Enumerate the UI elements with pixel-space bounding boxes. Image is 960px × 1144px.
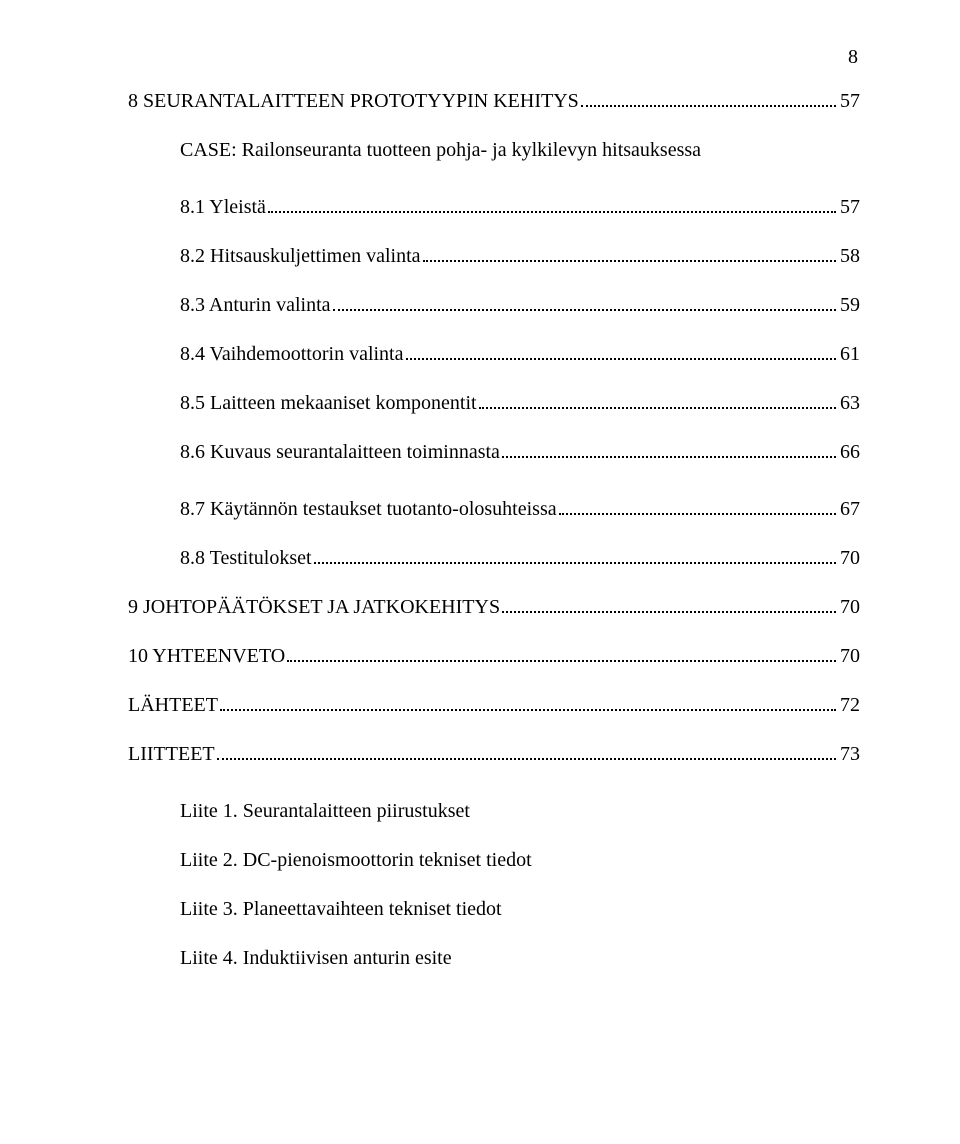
- appendix-item: Liite 3. Planeettavaihteen tekniset tied…: [180, 898, 860, 921]
- table-of-contents: 8 SEURANTALAITTEEN PROTOTYYPIN KEHITYS 5…: [128, 90, 860, 970]
- toc-label: 9 JOHTOPÄÄTÖKSET JA JATKOKEHITYS: [128, 596, 500, 619]
- toc-leader: [502, 445, 836, 458]
- toc-label: 8.7 Käytännön testaukset tuotanto-olosuh…: [180, 498, 557, 521]
- toc-leader: [479, 396, 836, 409]
- toc-label: CASE: Railonseuranta tuotteen pohja- ja …: [180, 139, 701, 162]
- toc-page: 70: [838, 596, 860, 619]
- toc-label: 8.5 Laitteen mekaaniset komponentit: [180, 392, 477, 415]
- toc-page: 59: [838, 294, 860, 317]
- appendix-item: Liite 1. Seurantalaitteen piirustukset: [180, 800, 860, 823]
- toc-leader: [502, 600, 836, 613]
- toc-leader: [287, 649, 836, 662]
- toc-label: 10 YHTEENVETO: [128, 645, 285, 668]
- page-number: 8: [848, 46, 858, 69]
- toc-entry: 10 YHTEENVETO 70: [128, 645, 860, 668]
- toc-page: 57: [838, 196, 860, 219]
- toc-page: 61: [838, 343, 860, 366]
- toc-label: 8.6 Kuvaus seurantalaitteen toiminnasta: [180, 441, 500, 464]
- toc-leader: [559, 502, 836, 515]
- toc-entry: 8.1 Yleistä 57: [128, 196, 860, 219]
- toc-entry: 8.2 Hitsauskuljettimen valinta 58: [128, 245, 860, 268]
- appendix-item: Liite 4. Induktiivisen anturin esite: [180, 947, 860, 970]
- toc-page: 67: [838, 498, 860, 521]
- toc-page: 72: [838, 694, 860, 717]
- toc-leader: [220, 698, 836, 711]
- toc-entry: 9 JOHTOPÄÄTÖKSET JA JATKOKEHITYS 70: [128, 596, 860, 619]
- toc-label: 8.8 Testitulokset: [180, 547, 312, 570]
- toc-label: 8 SEURANTALAITTEEN PROTOTYYPIN KEHITYS: [128, 90, 579, 113]
- toc-label: 8.2 Hitsauskuljettimen valinta: [180, 245, 421, 268]
- page: 8 8 SEURANTALAITTEEN PROTOTYYPIN KEHITYS…: [0, 0, 960, 1144]
- toc-entry: 8.8 Testitulokset 70: [128, 547, 860, 570]
- toc-leader: [314, 551, 836, 564]
- toc-leader: [423, 249, 836, 262]
- toc-entry: 8.5 Laitteen mekaaniset komponentit 63: [128, 392, 860, 415]
- toc-entry: 8 SEURANTALAITTEEN PROTOTYYPIN KEHITYS 5…: [128, 90, 860, 113]
- toc-label: 8.3 Anturin valinta: [180, 294, 331, 317]
- toc-leader: [333, 298, 836, 311]
- toc-leader: [406, 347, 837, 360]
- toc-page: 70: [838, 645, 860, 668]
- toc-page: 63: [838, 392, 860, 415]
- toc-leader: [268, 200, 836, 213]
- appendix-item: Liite 2. DC-pienoismoottorin tekniset ti…: [180, 849, 860, 872]
- toc-entry: 8.3 Anturin valinta 59: [128, 294, 860, 317]
- toc-label: LIITTEET: [128, 743, 215, 766]
- toc-leader: [217, 747, 836, 760]
- toc-page: 70: [838, 547, 860, 570]
- toc-label: LÄHTEET: [128, 694, 218, 717]
- toc-entry: 8.4 Vaihdemoottorin valinta 61: [128, 343, 860, 366]
- toc-entry: LIITTEET 73: [128, 743, 860, 766]
- toc-page: 57: [838, 90, 860, 113]
- toc-page: 58: [838, 245, 860, 268]
- toc-page: 73: [838, 743, 860, 766]
- toc-leader: [581, 94, 836, 107]
- toc-entry: 8.7 Käytännön testaukset tuotanto-olosuh…: [128, 498, 860, 521]
- toc-entry: 8.6 Kuvaus seurantalaitteen toiminnasta …: [128, 441, 860, 464]
- toc-label: 8.4 Vaihdemoottorin valinta: [180, 343, 404, 366]
- toc-entry: LÄHTEET 72: [128, 694, 860, 717]
- toc-label: 8.1 Yleistä: [180, 196, 266, 219]
- toc-entry-case: CASE: Railonseuranta tuotteen pohja- ja …: [128, 139, 860, 162]
- appendix-list: Liite 1. Seurantalaitteen piirustukset L…: [128, 800, 860, 970]
- toc-page: 66: [838, 441, 860, 464]
